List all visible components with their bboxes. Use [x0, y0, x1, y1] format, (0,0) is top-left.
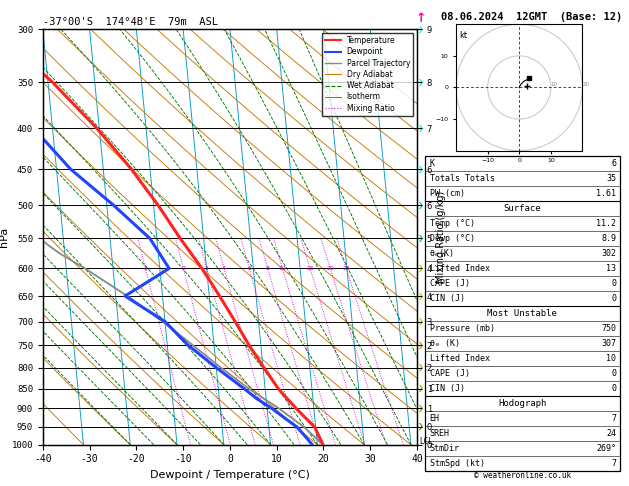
Text: 25: 25 — [342, 266, 350, 271]
Text: 10: 10 — [279, 266, 286, 271]
Text: 0: 0 — [611, 369, 616, 378]
Text: LCL: LCL — [420, 437, 433, 446]
Text: 8.9: 8.9 — [601, 234, 616, 243]
X-axis label: Dewpoint / Temperature (°C): Dewpoint / Temperature (°C) — [150, 470, 310, 480]
Text: ❯: ❯ — [418, 265, 424, 272]
Text: Dewp (°C): Dewp (°C) — [430, 234, 475, 243]
Text: StmSpd (kt): StmSpd (kt) — [430, 459, 484, 469]
Text: CAPE (J): CAPE (J) — [430, 279, 470, 288]
Text: 269°: 269° — [596, 444, 616, 453]
Text: ❯: ❯ — [418, 385, 424, 392]
Y-axis label: Mixing Ratio (g/kg): Mixing Ratio (g/kg) — [437, 191, 447, 283]
Text: 307: 307 — [601, 339, 616, 348]
Text: 08.06.2024  12GMT  (Base: 12): 08.06.2024 12GMT (Base: 12) — [441, 12, 622, 22]
Text: ❯: ❯ — [418, 405, 424, 412]
Text: 6: 6 — [611, 158, 616, 168]
Text: Totals Totals: Totals Totals — [430, 174, 494, 183]
Text: SREH: SREH — [430, 429, 450, 438]
Text: ❯: ❯ — [418, 166, 424, 173]
Text: 13: 13 — [606, 264, 616, 273]
Text: StmDir: StmDir — [430, 444, 460, 453]
Text: 7: 7 — [611, 459, 616, 469]
Text: 10: 10 — [551, 82, 558, 87]
Text: Surface: Surface — [504, 204, 541, 213]
Text: 3: 3 — [205, 266, 209, 271]
Text: Lifted Index: Lifted Index — [430, 264, 489, 273]
Text: Pressure (mb): Pressure (mb) — [430, 324, 494, 333]
Text: K: K — [430, 158, 435, 168]
Text: CIN (J): CIN (J) — [430, 384, 465, 393]
Text: 20: 20 — [582, 82, 589, 87]
Text: 10: 10 — [606, 354, 616, 363]
Legend: Temperature, Dewpoint, Parcel Trajectory, Dry Adiabat, Wet Adiabat, Isotherm, Mi: Temperature, Dewpoint, Parcel Trajectory… — [322, 33, 413, 116]
Text: 1: 1 — [143, 266, 147, 271]
Text: 302: 302 — [601, 249, 616, 258]
Text: 35: 35 — [606, 174, 616, 183]
Text: 6: 6 — [247, 266, 251, 271]
Text: ❯: ❯ — [418, 235, 424, 242]
Text: Temp (°C): Temp (°C) — [430, 219, 475, 228]
Text: ❯: ❯ — [418, 202, 424, 209]
Text: EH: EH — [430, 414, 440, 423]
Y-axis label: hPa: hPa — [0, 227, 9, 247]
Text: 20: 20 — [326, 266, 334, 271]
Text: ❯: ❯ — [418, 79, 424, 86]
Text: © weatheronline.co.uk: © weatheronline.co.uk — [474, 471, 571, 480]
Text: 0: 0 — [611, 384, 616, 393]
Text: CIN (J): CIN (J) — [430, 294, 465, 303]
Text: -37°00'S  174°4B'E  79m  ASL: -37°00'S 174°4B'E 79m ASL — [43, 17, 218, 27]
Text: ❯: ❯ — [418, 125, 424, 132]
Text: θₑ (K): θₑ (K) — [430, 339, 460, 348]
Text: 1.61: 1.61 — [596, 189, 616, 198]
Text: 8: 8 — [266, 266, 270, 271]
Text: CAPE (J): CAPE (J) — [430, 369, 470, 378]
Text: Lifted Index: Lifted Index — [430, 354, 489, 363]
Text: ❯: ❯ — [418, 26, 424, 33]
Text: ❯: ❯ — [418, 342, 424, 349]
Text: 750: 750 — [601, 324, 616, 333]
Text: ❯: ❯ — [418, 293, 424, 299]
Text: 24: 24 — [606, 429, 616, 438]
Text: θₑ(K): θₑ(K) — [430, 249, 455, 258]
Text: ❯: ❯ — [418, 318, 424, 325]
Text: ❯: ❯ — [418, 364, 424, 371]
Text: 7: 7 — [611, 414, 616, 423]
Text: 11.2: 11.2 — [596, 219, 616, 228]
Text: 0: 0 — [611, 294, 616, 303]
Text: ❯: ❯ — [418, 423, 424, 431]
Text: Hodograph: Hodograph — [498, 399, 547, 408]
Text: 0: 0 — [611, 279, 616, 288]
Text: kt: kt — [459, 31, 467, 40]
Text: ↑: ↑ — [415, 12, 426, 25]
Text: PW (cm): PW (cm) — [430, 189, 465, 198]
Text: Most Unstable: Most Unstable — [487, 309, 557, 318]
Text: 2: 2 — [181, 266, 186, 271]
Text: 4: 4 — [222, 266, 226, 271]
Text: 15: 15 — [306, 266, 314, 271]
